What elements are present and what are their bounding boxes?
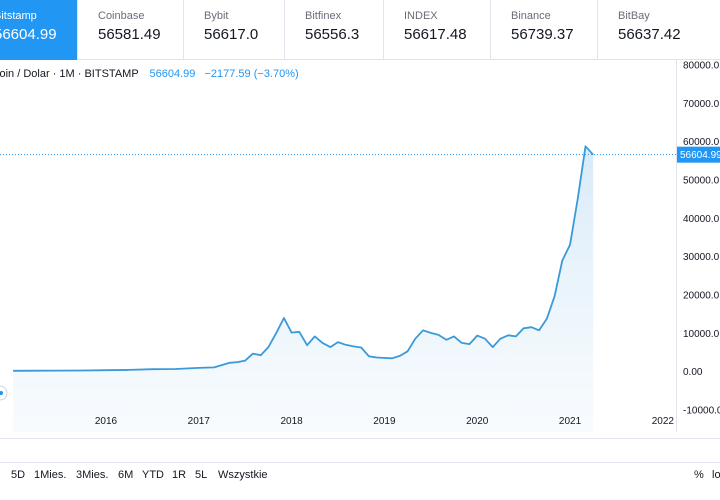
legend-value: 56604.99: [149, 68, 196, 80]
range-toolbar: 5D 1Mies. 3Mies. 6M YTD 1R 5L Wszystkie …: [0, 462, 720, 486]
y-tick-label: 0.00: [683, 367, 703, 378]
price-line: [13, 145, 594, 372]
x-tick-label: 2018: [280, 416, 303, 427]
tab-name: Binance: [511, 10, 551, 22]
range-1r[interactable]: 1R: [172, 469, 187, 481]
time-axis-border: [0, 438, 720, 439]
x-tick-label: 2020: [466, 416, 489, 427]
tab-name: Bitfinex: [305, 10, 342, 22]
range-1m[interactable]: 1Mies.: [34, 469, 67, 481]
tab-name: Bybit: [204, 10, 229, 22]
y-tick-label: 60000.0: [683, 137, 720, 148]
chart-legend: coin / Dolar · 1M · BITSTAMP 56604.99 −2…: [0, 68, 299, 80]
y-tick-label: 50000.0: [683, 176, 720, 187]
range-3m[interactable]: 3Mies.: [76, 469, 109, 481]
tab-price: 56556.3: [305, 26, 360, 43]
tab-price: 56617.48: [404, 26, 467, 43]
price-chart[interactable]: 80000.0 70000.0 60000.0 50000.0 40000.0 30000…: [0, 60, 720, 432]
tab-bitbay[interactable]: BitBay 56637.42: [598, 0, 714, 60]
tab-coinbase[interactable]: Coinbase 56581.49: [78, 0, 184, 60]
tab-index[interactable]: INDEX 56617.48: [384, 0, 491, 60]
handle-dot-icon: [0, 391, 3, 395]
x-tick-label: 2021: [559, 416, 582, 427]
legend-change: −2177.59 (−3.70%): [204, 68, 299, 80]
y-tick-label: 30000.0: [683, 252, 720, 263]
tab-name: BitBay: [618, 10, 650, 22]
log-scale-toggle[interactable]: lo: [712, 469, 720, 481]
x-tick-label: 2022: [652, 416, 675, 427]
range-5d[interactable]: 5D: [11, 469, 26, 481]
tab-price: 56581.49: [98, 26, 161, 43]
tab-price: 56739.37: [511, 26, 574, 43]
x-tick-label: 2017: [188, 416, 211, 427]
y-tick-label: 10000.0: [683, 329, 720, 340]
tab-price: 56637.42: [618, 26, 681, 43]
tab-price: 56604.99: [0, 26, 57, 43]
y-tick-label: -10000.0: [683, 406, 720, 417]
range-6m[interactable]: 6M: [118, 469, 134, 481]
legend-symbol: coin / Dolar · 1M · BITSTAMP: [0, 68, 139, 80]
exchange-tabs: Bitstamp 56604.99 Coinbase 56581.49 Bybi…: [0, 0, 720, 60]
tab-name: Bitstamp: [0, 10, 37, 22]
x-tick-label: 2019: [373, 416, 396, 427]
tab-name: Coinbase: [98, 10, 145, 22]
last-price-tag: [677, 146, 720, 163]
tab-bitstamp[interactable]: Bitstamp 56604.99: [0, 0, 78, 60]
y-tick-label: 80000.0: [683, 61, 720, 72]
tab-price: 56617.0: [204, 26, 259, 43]
tab-bitfinex[interactable]: Bitfinex 56556.3: [285, 0, 384, 60]
y-tick-label: 70000.0: [683, 99, 720, 110]
range-all[interactable]: Wszystkie: [218, 469, 268, 481]
tab-binance[interactable]: Binance 56739.37: [491, 0, 598, 60]
price-area-fill: [13, 146, 594, 432]
x-tick-label: 2016: [95, 416, 118, 427]
last-price-label: 56604.99: [680, 150, 720, 161]
range-5l[interactable]: 5L: [195, 469, 208, 481]
scroll-to-start-handle[interactable]: [0, 385, 8, 401]
y-tick-label: 20000.0: [683, 291, 720, 302]
tab-bybit[interactable]: Bybit 56617.0: [184, 0, 285, 60]
y-tick-label: 40000.0: [683, 214, 720, 225]
range-ytd[interactable]: YTD: [142, 469, 164, 481]
tab-name: INDEX: [404, 10, 438, 22]
percent-scale-toggle[interactable]: %: [694, 469, 704, 481]
